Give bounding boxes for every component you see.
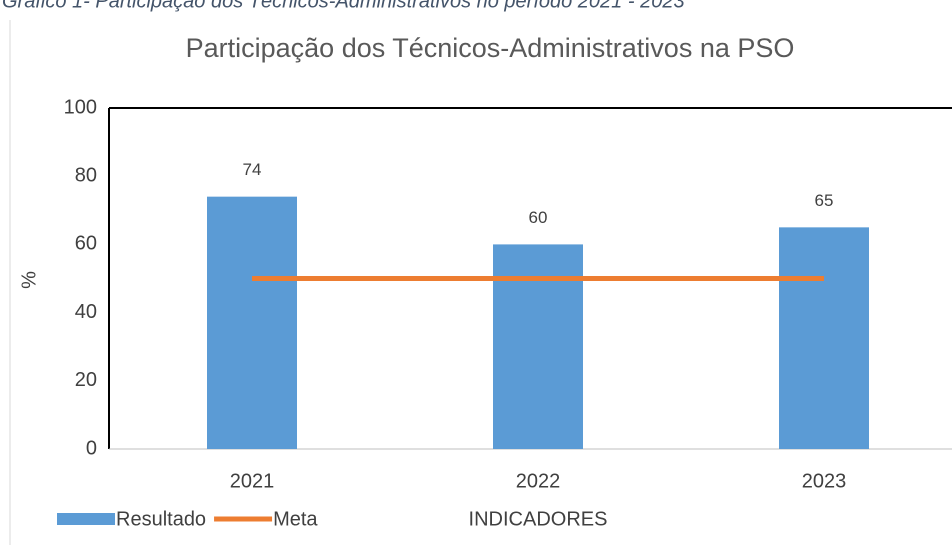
x-tick-label: 2023: [802, 470, 847, 492]
y-tick-label: 40: [75, 301, 97, 323]
bar: [779, 227, 869, 449]
legend-label: Meta: [273, 508, 318, 530]
x-tick-label: 2021: [230, 470, 275, 492]
data-label: 60: [529, 208, 548, 227]
data-label: 65: [815, 191, 834, 210]
x-axis-title: INDICADORES: [469, 508, 608, 530]
y-tick-label: 100: [64, 96, 97, 118]
y-tick-label: 20: [75, 369, 97, 391]
y-axis-title: %: [18, 271, 40, 289]
y-tick-label: 0: [86, 437, 97, 459]
legend-label: Resultado: [116, 508, 206, 530]
legend-swatch: [57, 513, 115, 525]
y-tick-label: 60: [75, 233, 97, 255]
bar: [207, 196, 297, 449]
x-tick-label: 2022: [516, 470, 561, 492]
bar: [493, 244, 583, 449]
data-label: 74: [243, 160, 262, 179]
chart-title: Participação dos Técnicos-Administrativo…: [186, 33, 795, 63]
caption: Gráfico 1- Participação dos Técnicos-Adm…: [2, 0, 685, 12]
y-tick-label: 80: [75, 164, 97, 186]
